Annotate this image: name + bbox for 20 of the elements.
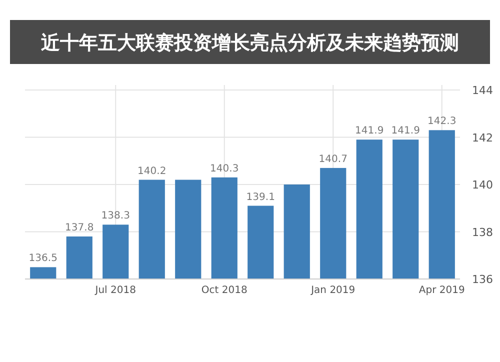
- data-label: 141.9: [391, 126, 420, 137]
- y-tick-label: 144: [472, 84, 493, 97]
- data-label: 140.2: [138, 166, 166, 177]
- x-tick-label: Apr 2019: [418, 285, 465, 296]
- data-label: 142.3: [428, 116, 456, 128]
- data-label: 138.3: [101, 210, 130, 222]
- data-label: 136.5: [28, 253, 58, 264]
- y-tick-label: 136: [472, 273, 493, 286]
- data-label: 139.1: [246, 192, 275, 203]
- y-tick-label: 142: [472, 131, 493, 144]
- chart-title: 近十年五大联赛投资增长亮点分析及未来趋势预测: [40, 32, 459, 54]
- x-tick-label: Jul 2018: [94, 285, 136, 296]
- data-label: 140.7: [318, 154, 348, 165]
- data-label: 141.9: [355, 126, 384, 137]
- data-label: 137.8: [65, 222, 94, 234]
- x-tick-label: Jan 2019: [310, 285, 356, 296]
- y-tick-label: 140: [472, 178, 493, 192]
- data-label: 140.3: [210, 163, 239, 174]
- x-tick-label: Oct 2018: [201, 285, 248, 296]
- y-tick-label: 138: [472, 226, 493, 239]
